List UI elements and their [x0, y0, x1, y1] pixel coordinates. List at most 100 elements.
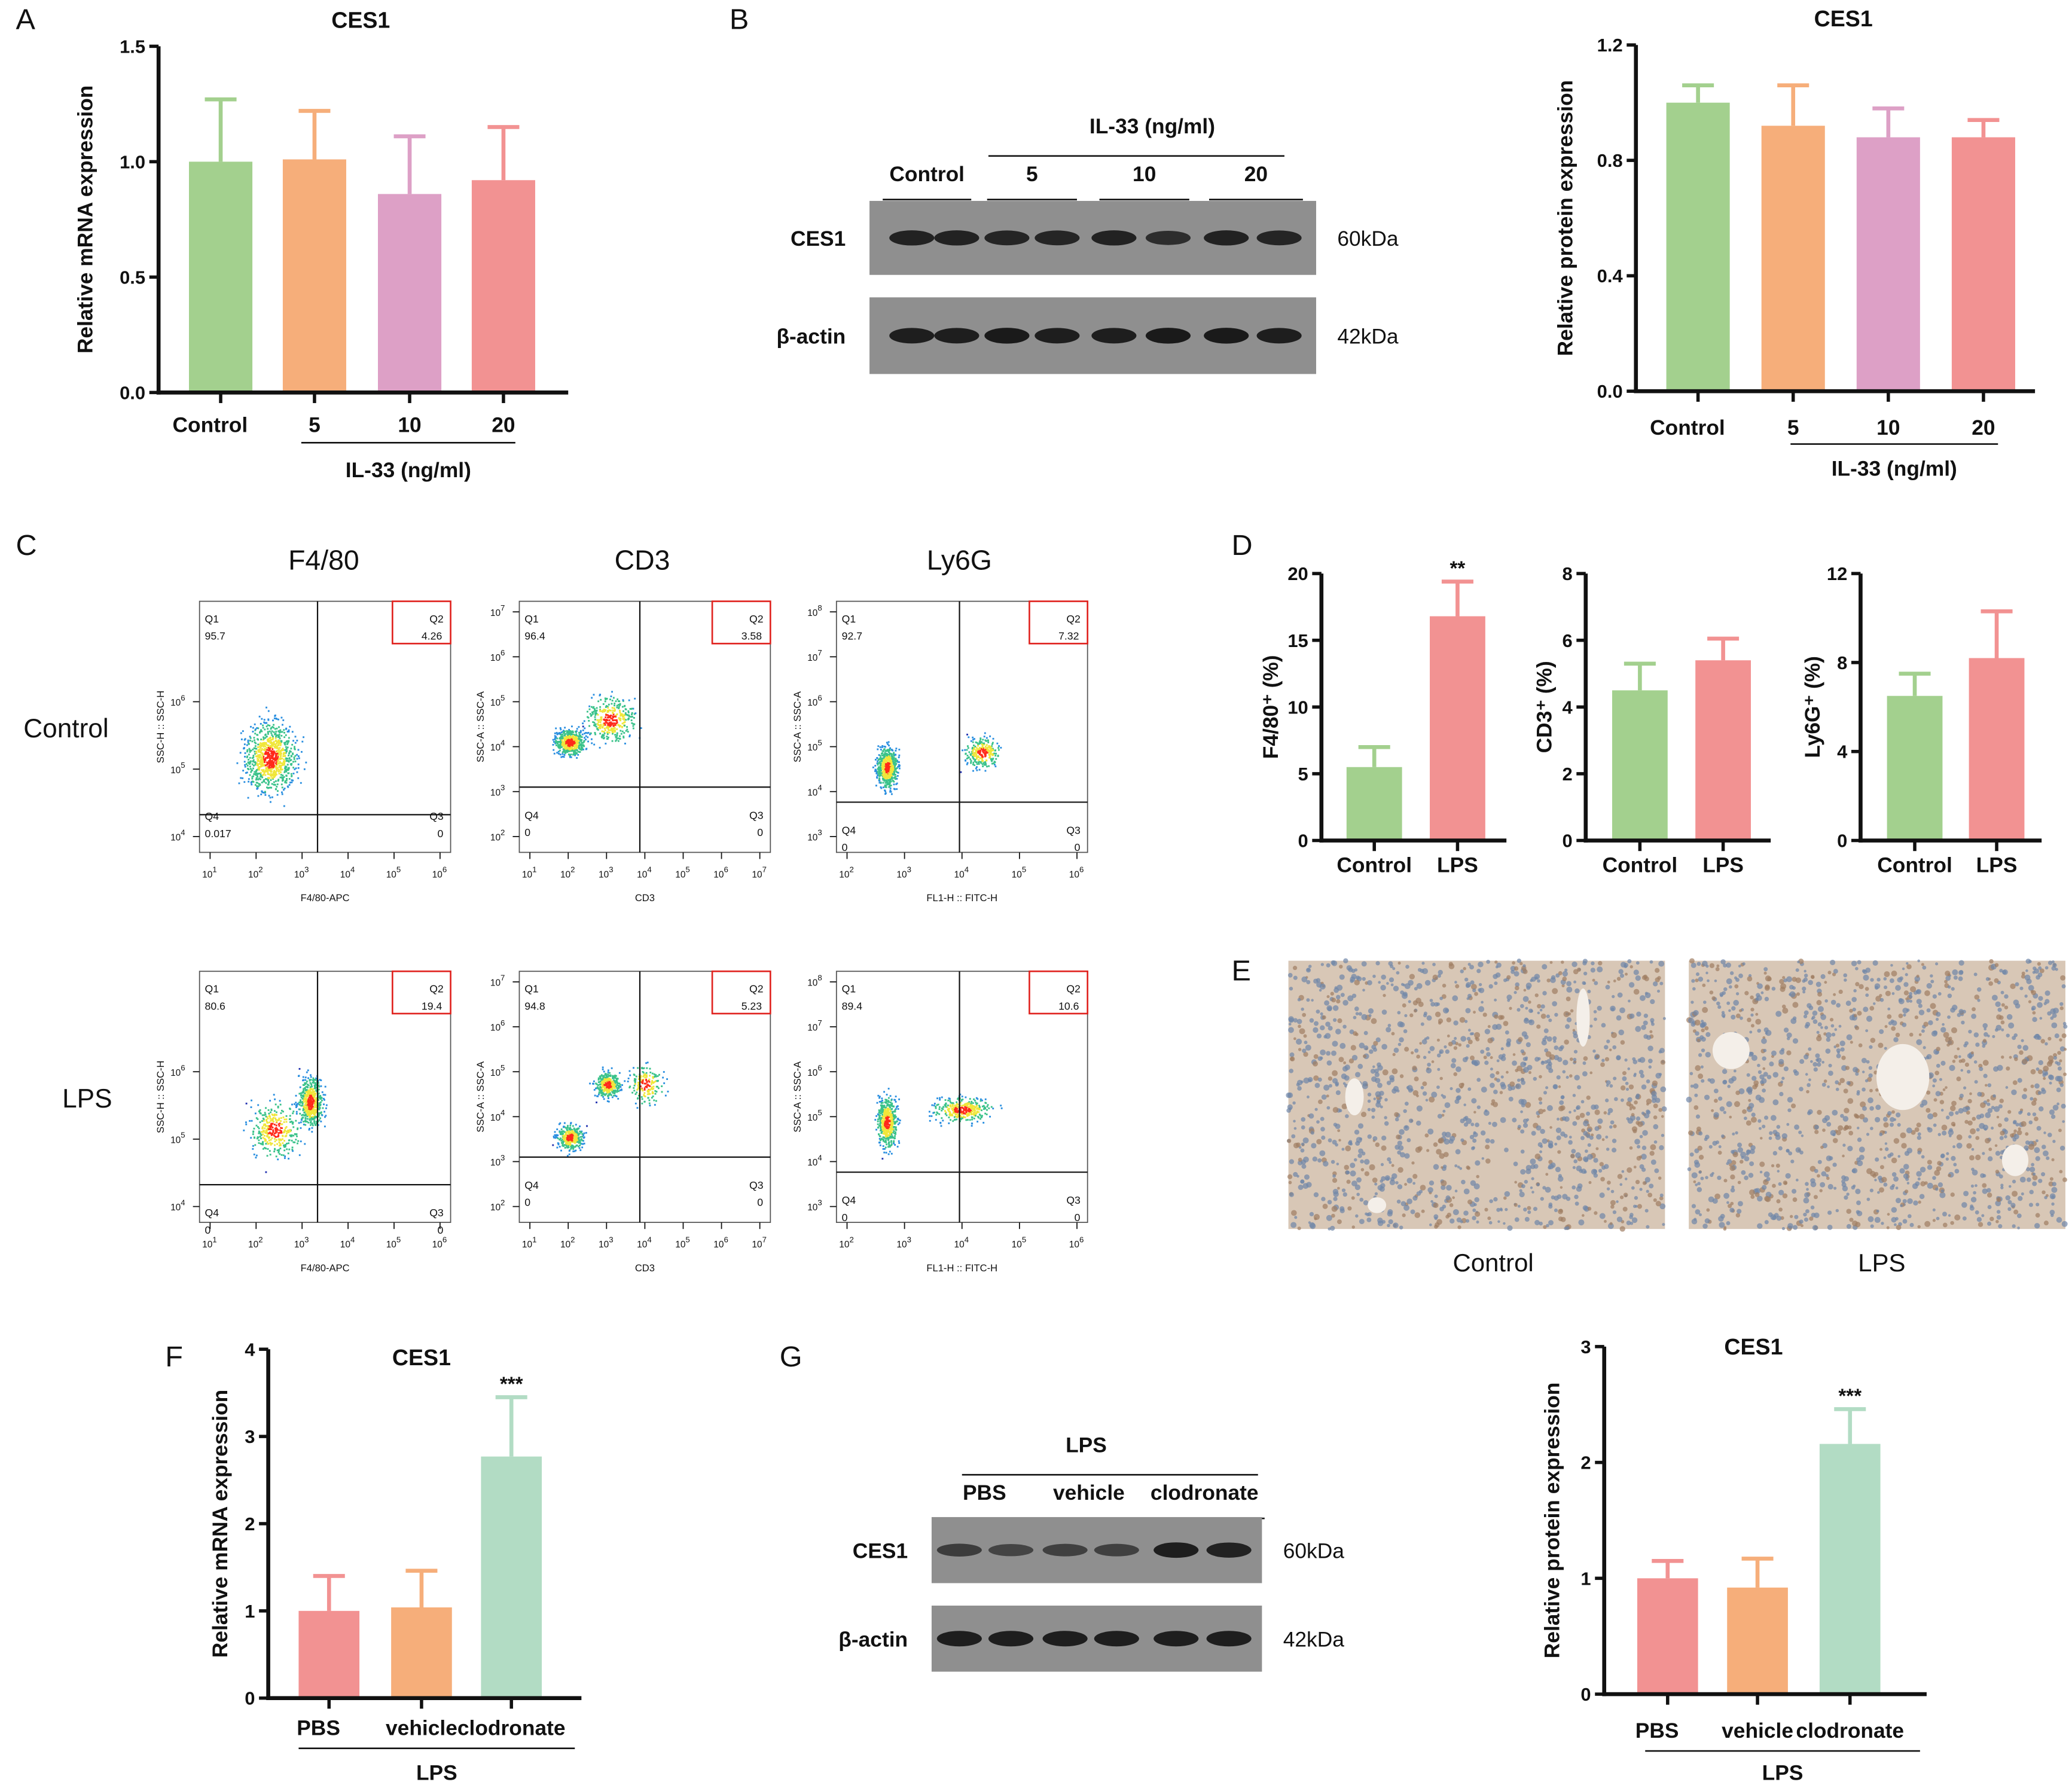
event-dot [260, 758, 263, 761]
event-dot [575, 749, 577, 750]
event-dot [312, 1091, 315, 1093]
event-dot [639, 1079, 642, 1081]
event-dot [307, 1104, 309, 1107]
event-dot [576, 757, 578, 759]
event-dot [885, 768, 887, 771]
event-dot [567, 1130, 570, 1133]
event-dot [273, 1134, 275, 1137]
event-dot [286, 764, 289, 766]
event-dot [266, 767, 268, 769]
event-dot [283, 805, 285, 807]
event-dot [878, 758, 881, 760]
event-dot [572, 731, 574, 734]
protein-band [1042, 1543, 1088, 1557]
event-dot [269, 750, 271, 752]
event-dot [311, 1127, 313, 1129]
molecular-weight: 60kDa [1283, 1539, 1345, 1563]
y-tick-label: 103 [490, 783, 505, 798]
event-dot [248, 780, 250, 783]
event-dot [981, 741, 983, 743]
event-dot [896, 775, 899, 777]
event-dot [273, 1094, 275, 1096]
protein-band [1206, 1631, 1252, 1647]
y-tick-label: 107 [807, 648, 822, 663]
event-dot [307, 1121, 310, 1124]
event-dot [650, 1083, 652, 1085]
y-tick-label: 0.5 [120, 267, 145, 288]
event-dot [284, 1155, 286, 1158]
y-tick-label: 2 [1562, 764, 1572, 785]
y-axis-label: SSC-H :: SSC-H [155, 1060, 166, 1133]
event-dot [270, 727, 273, 729]
event-dot [269, 745, 271, 747]
event-dot [279, 1153, 281, 1155]
event-dot [266, 1135, 268, 1137]
event-dot [308, 1108, 310, 1110]
event-dot [298, 1093, 301, 1095]
event-dot [261, 769, 263, 771]
event-dot [282, 778, 284, 780]
event-dot [985, 759, 988, 762]
event-dot [256, 768, 258, 771]
event-dot [619, 703, 621, 705]
event-dot [266, 1122, 268, 1124]
event-dot [318, 1096, 321, 1099]
event-dot [262, 1137, 264, 1139]
event-dot [272, 737, 274, 739]
event-dot [252, 764, 255, 767]
event-dot [260, 774, 262, 776]
event-dot [610, 721, 612, 724]
event-dot [271, 777, 273, 779]
event-dot [579, 1149, 582, 1151]
event-dot [258, 1110, 260, 1112]
event-dot [880, 749, 882, 750]
event-dot [287, 767, 289, 770]
event-dot [263, 746, 265, 748]
event-dot [297, 1140, 300, 1142]
significance-label: *** [500, 1373, 523, 1395]
event-dot [276, 770, 278, 772]
event-dot [288, 730, 290, 733]
x-tick-label: Control [173, 414, 248, 437]
event-dot [605, 722, 607, 724]
event-dot [610, 728, 612, 730]
bar-control [189, 161, 253, 393]
event-dot [246, 771, 248, 774]
event-dot [558, 747, 560, 749]
event-dot [261, 1142, 264, 1144]
event-dot [573, 750, 575, 752]
event-dot [305, 1082, 307, 1084]
event-dot [582, 729, 584, 731]
event-dot [995, 752, 997, 755]
event-dot [258, 783, 260, 785]
event-dot [895, 783, 898, 785]
event-dot [265, 1143, 267, 1145]
event-dot [567, 739, 570, 741]
exponent: 6 [181, 1063, 185, 1072]
event-dot [578, 745, 581, 747]
event-dot [265, 767, 267, 769]
event-dot [292, 1134, 295, 1137]
event-dot [651, 1086, 653, 1088]
exponent: 6 [443, 865, 447, 874]
event-dot [979, 737, 982, 740]
event-dot [614, 1084, 616, 1086]
event-dot [304, 1082, 306, 1084]
event-dot [315, 1079, 317, 1081]
event-dot [607, 1075, 609, 1078]
event-dot [276, 752, 279, 755]
event-dot [306, 1115, 309, 1118]
event-dot [878, 778, 881, 780]
y-axis-label: Relative protein expression [1541, 1383, 1564, 1659]
event-dot [618, 1085, 620, 1088]
event-dot [655, 1080, 658, 1082]
event-dot [565, 1131, 567, 1133]
x-tick-label: 101 [202, 1235, 217, 1250]
bar-5 [1761, 126, 1825, 392]
event-dot [562, 1137, 564, 1139]
event-dot [296, 753, 298, 756]
event-dot [283, 760, 286, 762]
event-dot [288, 778, 291, 780]
y-tick-label: 0.0 [120, 382, 145, 403]
